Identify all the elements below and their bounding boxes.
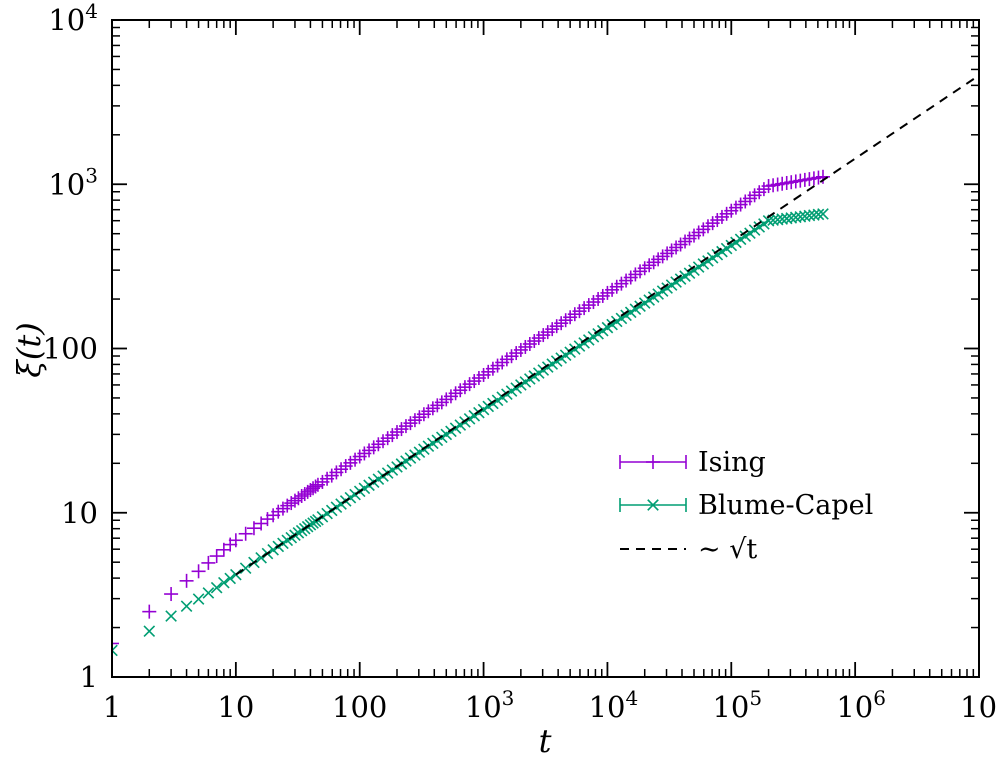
x-tick-label: 100 <box>332 690 387 724</box>
series-ising-point <box>246 521 261 536</box>
legend-marker-blume-capel <box>647 499 659 511</box>
series-blume-capel-point <box>165 610 177 622</box>
series-blume-capel-point <box>180 600 193 612</box>
tick-marks <box>111 19 980 678</box>
series-ising-point <box>112 636 119 651</box>
legend-entry-blume-capel: Blume-Capel <box>619 490 873 521</box>
series-ising-point <box>238 526 253 541</box>
legend: Ising Blume-Capel ∼ √t <box>619 447 873 565</box>
x-tick-label: 104 <box>589 686 639 724</box>
series-blume-capel-point <box>812 208 825 221</box>
y-tick-label: 1 <box>80 660 98 694</box>
series-blume-capel-point <box>230 568 242 581</box>
series-ising-point <box>284 496 299 511</box>
legend-entry-sqrt-t: ∼ √t <box>620 534 757 565</box>
legend-marker-glyph <box>647 499 659 511</box>
series-blume-capel-point <box>192 593 205 605</box>
x-tick-label: 10 <box>217 690 254 724</box>
series-ising-point <box>209 549 224 564</box>
x-tick-label: 103 <box>465 686 515 724</box>
y-tick-label: 103 <box>48 163 98 201</box>
legend-label-blume-capel: Blume-Capel <box>698 490 873 521</box>
series-blume-capel-point <box>218 576 230 589</box>
y-axis-label: ξ(t) <box>10 322 48 377</box>
x-tick-label: 1 <box>103 690 121 724</box>
y-tick-label: 104 <box>48 0 98 37</box>
series-blume-capel-point <box>224 572 237 585</box>
series-blume-capel-point <box>202 587 215 599</box>
series-ising-point <box>191 564 206 579</box>
x-axis-label: t <box>539 722 552 760</box>
series-ising-point <box>260 512 275 527</box>
series-ising-point <box>179 573 194 588</box>
y-tick-label: 100 <box>43 332 98 366</box>
x-tick-label: 105 <box>712 686 762 724</box>
series-ising-point <box>201 555 216 570</box>
series-ising-point <box>142 604 157 619</box>
legend-entry-ising: Ising <box>619 447 766 478</box>
series-ising-point <box>228 533 243 548</box>
legend-label-ising: Ising <box>698 447 766 478</box>
tick-labels: 1 10 100 103 104 105 106 107 1 10 100 103 104 <box>43 0 997 724</box>
legend-label-sqrt-t: ∼ √t <box>698 534 757 565</box>
x-tick-label: 106 <box>836 686 886 724</box>
series-ising-point <box>815 169 830 184</box>
y-tick-label: 10 <box>61 496 98 530</box>
series-blume-capel-point <box>112 644 118 657</box>
series-ising-point <box>164 587 179 602</box>
plot-frame <box>111 19 980 678</box>
series-sqrt-t-line <box>235 74 979 576</box>
series-blume-capel-point <box>143 625 156 638</box>
legend-marker-glyph <box>646 455 660 469</box>
legend-marker-ising <box>646 455 660 469</box>
series-blume-capel-point <box>817 208 829 220</box>
series-blume-capel-point <box>210 581 223 594</box>
data-series <box>112 74 979 657</box>
x-tick-label: 107 <box>960 686 997 724</box>
